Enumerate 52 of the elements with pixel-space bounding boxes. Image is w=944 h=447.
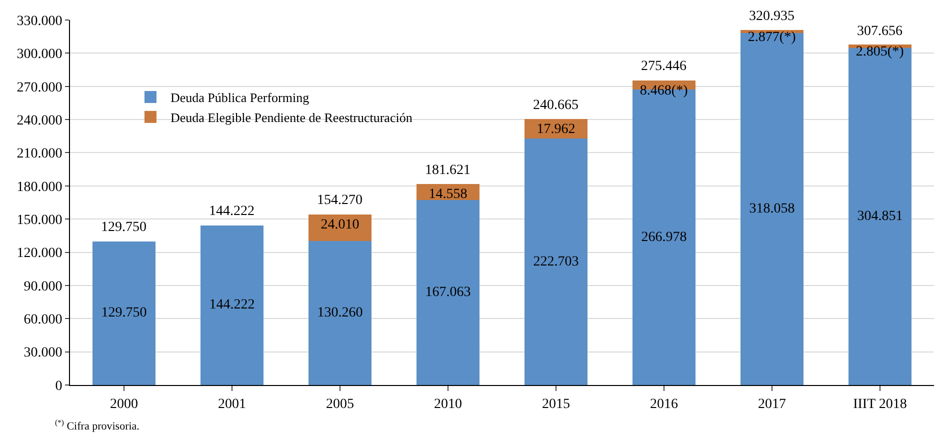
bar: [308, 240, 372, 385]
bar: [92, 241, 156, 385]
data-label: 130.260: [317, 305, 363, 320]
legend-label: Deuda Elegible Pendiente de Reestructuración: [170, 110, 413, 125]
x-tick-label: 2010: [434, 396, 462, 412]
data-label: 266.978: [641, 230, 687, 245]
y-tick-label: 60.000: [24, 312, 62, 328]
total-label: 129.750: [101, 220, 146, 235]
x-tick-label: 2005: [326, 396, 354, 412]
x-tick-label: 2001: [218, 396, 246, 412]
bar: [524, 138, 588, 385]
data-label: 24.010: [320, 217, 360, 232]
bar: [416, 200, 480, 385]
total-label: 240.665: [533, 98, 578, 113]
y-tick-label: 90.000: [24, 279, 62, 294]
data-label: 17.962: [536, 122, 576, 137]
data-label: 222.703: [533, 254, 579, 270]
y-tick-label: 150.000: [16, 212, 62, 228]
y-tick-label: 240.000: [16, 113, 62, 128]
y-tick-label: 300.000: [16, 47, 62, 62]
total-label: 144.222: [209, 204, 254, 219]
legend-label: Deuda Pública Performing: [170, 90, 310, 106]
y-tick-label: 270.000: [16, 80, 62, 96]
x-tick-label: IIIT 2018: [853, 396, 907, 412]
data-label: 14.558: [428, 187, 468, 202]
data-label: 167.063: [425, 285, 471, 300]
x-tick-label: 2015: [542, 396, 570, 412]
text: $^{(*)}$ Cifra provisoria.: [55, 418, 140, 433]
x-tick-label: 2017: [758, 396, 786, 412]
data-label: 2.805(*): [856, 44, 904, 60]
x-tick-label: 2000: [110, 396, 138, 412]
data-label: 144.222: [209, 298, 255, 313]
bar: [308, 214, 372, 241]
y-tick-label: 330.000: [16, 14, 62, 29]
total-label: 275.446: [641, 59, 686, 74]
bar: [200, 225, 264, 385]
data-label: 318.058: [749, 202, 795, 217]
y-tick-label: 210.000: [16, 146, 62, 162]
data-label: 129.750: [101, 306, 147, 321]
y-tick-label: 0: [55, 378, 62, 394]
data-label: 304.851: [857, 208, 903, 224]
y-tick-label: 180.000: [16, 180, 62, 195]
bar: [740, 33, 804, 385]
total-label: 154.270: [317, 193, 362, 208]
x-tick-label: 2016: [650, 396, 678, 412]
y-tick-label: 120.000: [16, 246, 62, 262]
total-label: 307.656: [857, 24, 902, 39]
y-tick-label: 30.000: [24, 346, 62, 361]
data-label: 2.877(*): [748, 30, 796, 46]
total-label: 181.621: [425, 163, 470, 178]
total-label: 320.935: [749, 9, 794, 24]
bar: [848, 48, 912, 385]
